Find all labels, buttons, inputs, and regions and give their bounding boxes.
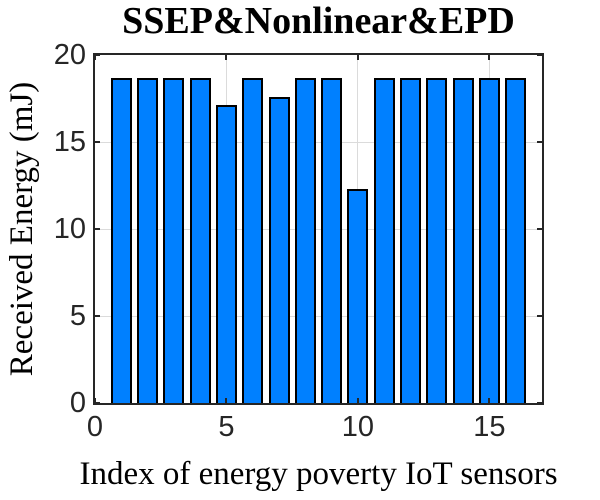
x-axis-tick: [225, 398, 228, 403]
chart-title: SSEP&Nonlinear&EPD: [122, 0, 515, 42]
y-axis-tick: [95, 315, 100, 317]
bar: [347, 188, 369, 403]
horizontal-gridline: [95, 141, 542, 143]
x-axis-tick-mirror: [225, 55, 228, 60]
y-axis-tick-mirror: [537, 54, 542, 56]
x-tick-label: 15: [473, 411, 506, 443]
bar: [294, 77, 316, 403]
bar: [321, 77, 343, 403]
bar: [215, 105, 237, 403]
x-axis-tick: [356, 398, 359, 403]
bar: [242, 77, 264, 403]
y-axis-tick-mirror: [537, 315, 542, 317]
horizontal-gridline: [95, 228, 542, 230]
x-tick-label: 10: [341, 411, 375, 443]
y-axis-tick: [95, 54, 100, 56]
bar: [452, 77, 474, 403]
x-axis-label: Index of energy poverty IoT sensors: [79, 456, 558, 492]
y-tick-label: 10: [53, 213, 86, 245]
plot-area: [93, 53, 544, 405]
x-axis-tick-mirror: [356, 55, 359, 60]
bar: [268, 96, 290, 403]
x-axis-tick: [488, 398, 491, 403]
y-axis-tick-mirror: [537, 228, 542, 230]
y-axis-tick: [95, 141, 100, 143]
bar: [478, 77, 500, 403]
bar: [400, 77, 422, 403]
x-tick-label: 0: [86, 411, 104, 443]
y-tick-label: 20: [53, 39, 86, 71]
x-tick-label: 5: [218, 411, 235, 443]
y-tick-label: 5: [69, 300, 86, 332]
bar: [373, 77, 395, 403]
bar: [137, 77, 159, 403]
y-axis-tick-mirror: [537, 402, 542, 404]
y-tick-label: 0: [69, 387, 86, 419]
bar: [110, 77, 132, 403]
y-axis-tick: [95, 228, 100, 230]
bar: [189, 77, 211, 403]
y-axis-tick: [95, 402, 100, 404]
y-tick-label: 15: [53, 126, 86, 158]
x-axis-tick-mirror: [94, 55, 96, 60]
x-axis-tick: [94, 398, 96, 403]
bar: [505, 77, 527, 403]
x-axis-tick-mirror: [488, 55, 491, 60]
bar: [163, 77, 185, 403]
y-axis-tick-mirror: [537, 141, 542, 143]
horizontal-gridline: [95, 315, 542, 317]
bar: [426, 77, 448, 403]
